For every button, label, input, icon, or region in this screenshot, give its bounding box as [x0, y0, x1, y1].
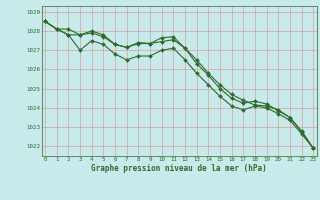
X-axis label: Graphe pression niveau de la mer (hPa): Graphe pression niveau de la mer (hPa) [91, 164, 267, 173]
